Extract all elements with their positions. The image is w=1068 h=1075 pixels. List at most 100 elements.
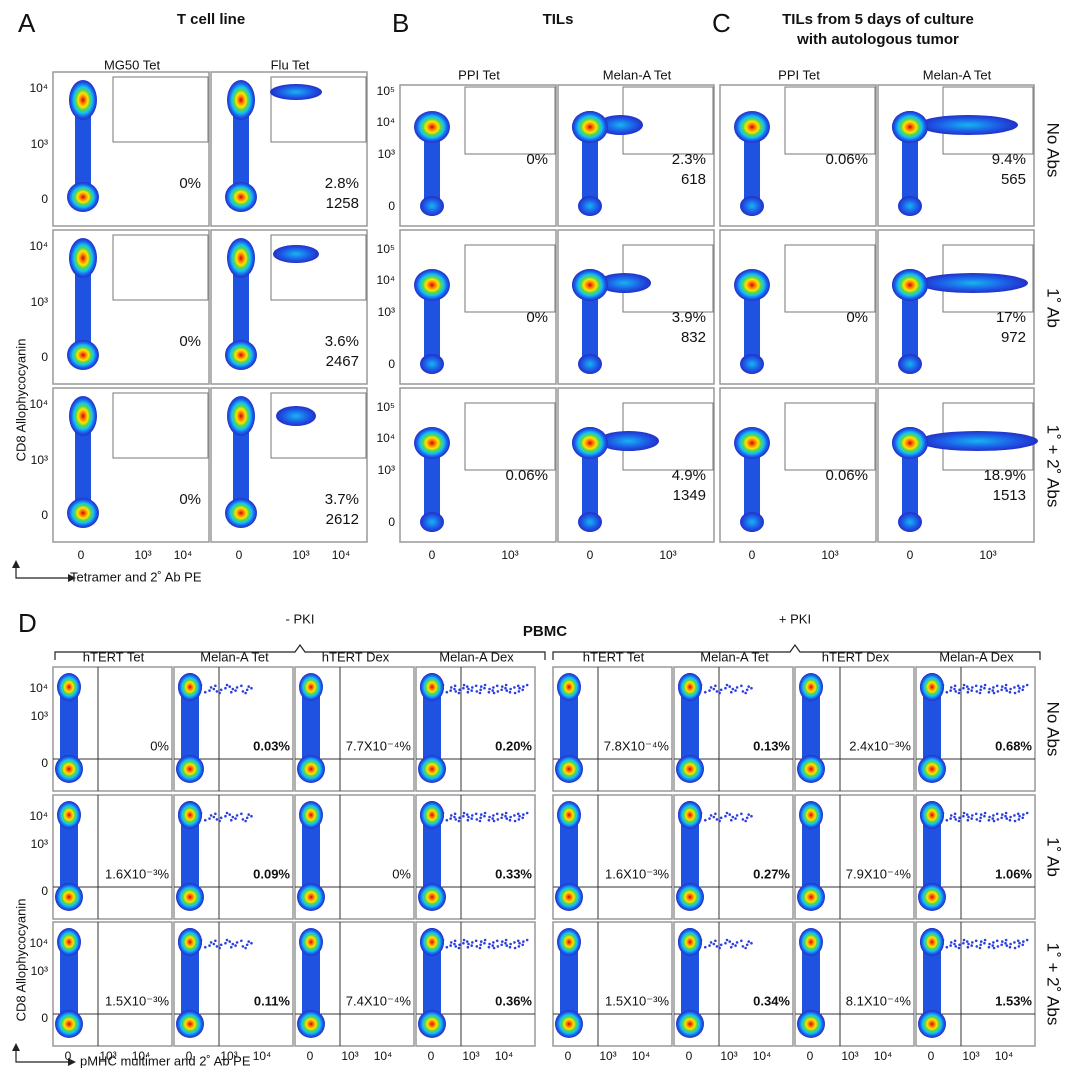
event bbox=[453, 939, 457, 943]
event bbox=[1009, 942, 1012, 946]
gate-label: 4.9% bbox=[672, 467, 706, 484]
event bbox=[518, 686, 521, 690]
population bbox=[892, 269, 928, 301]
x-tick-label: 0 bbox=[428, 1049, 435, 1063]
event bbox=[724, 686, 727, 690]
event bbox=[501, 813, 504, 816]
population bbox=[75, 416, 91, 513]
gate-label: 7.7X10⁻⁴% bbox=[346, 738, 412, 753]
x-tick-label: 0 bbox=[807, 1049, 814, 1063]
event bbox=[478, 691, 482, 695]
plot-frame bbox=[399, 84, 557, 227]
population bbox=[181, 942, 199, 1024]
event bbox=[1018, 941, 1021, 945]
y-tick-label: 0 bbox=[41, 192, 48, 206]
population bbox=[898, 196, 922, 216]
population bbox=[918, 755, 946, 783]
event bbox=[479, 816, 482, 820]
population bbox=[582, 443, 598, 523]
event bbox=[991, 817, 995, 820]
event bbox=[508, 690, 512, 694]
gate-label: 2.3% bbox=[672, 151, 706, 168]
event bbox=[1004, 683, 1008, 687]
x-tick-label: 10³ bbox=[462, 1049, 479, 1063]
event bbox=[1009, 815, 1012, 819]
event bbox=[209, 686, 213, 689]
plot-frame bbox=[794, 794, 915, 920]
event bbox=[225, 938, 229, 942]
x-tick-label: 10³ bbox=[341, 1049, 358, 1063]
x-tick-label: 0 bbox=[65, 1049, 72, 1063]
event bbox=[1001, 813, 1004, 816]
event bbox=[983, 686, 986, 690]
population bbox=[734, 111, 770, 143]
plot-frame bbox=[415, 666, 536, 792]
event bbox=[244, 819, 247, 823]
event bbox=[719, 688, 723, 692]
event bbox=[1005, 944, 1009, 947]
event bbox=[491, 689, 495, 692]
plot-frame bbox=[294, 921, 415, 1047]
population bbox=[233, 416, 249, 513]
y-tick-label: 10⁴ bbox=[376, 115, 395, 129]
event bbox=[970, 689, 973, 692]
population bbox=[740, 354, 764, 374]
event bbox=[478, 946, 482, 950]
population bbox=[799, 928, 823, 956]
event bbox=[454, 818, 458, 821]
y-tick-label: 10³ bbox=[378, 147, 395, 161]
event bbox=[966, 945, 970, 949]
population bbox=[55, 1010, 83, 1038]
population bbox=[918, 115, 1018, 135]
arrowhead bbox=[68, 1058, 76, 1066]
event bbox=[728, 685, 732, 688]
event bbox=[462, 683, 466, 687]
event bbox=[235, 941, 239, 944]
event bbox=[492, 819, 496, 823]
event bbox=[235, 814, 239, 817]
gate bbox=[270, 76, 367, 143]
gate-label: 0.36% bbox=[495, 993, 532, 1008]
population bbox=[676, 1010, 704, 1038]
population bbox=[414, 427, 450, 459]
event bbox=[457, 946, 461, 950]
event bbox=[525, 938, 529, 942]
population bbox=[555, 883, 583, 911]
event bbox=[949, 814, 953, 817]
event bbox=[747, 940, 751, 943]
event bbox=[224, 814, 227, 818]
event bbox=[1001, 940, 1004, 943]
gate-label: 0.68% bbox=[995, 738, 1032, 753]
event bbox=[521, 816, 525, 820]
event bbox=[1005, 689, 1009, 692]
event bbox=[747, 685, 751, 688]
event bbox=[487, 945, 491, 949]
plot-frame bbox=[173, 794, 294, 920]
gate-label: 0.06% bbox=[505, 467, 548, 484]
population bbox=[225, 498, 257, 528]
population bbox=[918, 1010, 946, 1038]
event bbox=[966, 690, 970, 694]
population bbox=[676, 755, 704, 783]
gate bbox=[464, 86, 556, 155]
event bbox=[491, 944, 495, 947]
plot-frame bbox=[557, 387, 715, 543]
event bbox=[974, 684, 978, 688]
panel-letter: C bbox=[712, 8, 731, 38]
population bbox=[678, 928, 702, 956]
event bbox=[208, 689, 211, 692]
event bbox=[987, 945, 991, 949]
event bbox=[522, 685, 525, 688]
arrowhead bbox=[12, 1043, 20, 1051]
plot-frame bbox=[294, 794, 415, 920]
population bbox=[418, 755, 446, 783]
event bbox=[247, 813, 251, 816]
y-tick-label: 10³ bbox=[378, 305, 395, 319]
event bbox=[740, 684, 743, 688]
x-tick-label: 0 bbox=[307, 1049, 314, 1063]
plot-frame bbox=[673, 666, 794, 792]
event bbox=[983, 938, 987, 942]
population bbox=[424, 443, 440, 523]
event bbox=[1013, 814, 1016, 817]
event bbox=[734, 817, 737, 820]
